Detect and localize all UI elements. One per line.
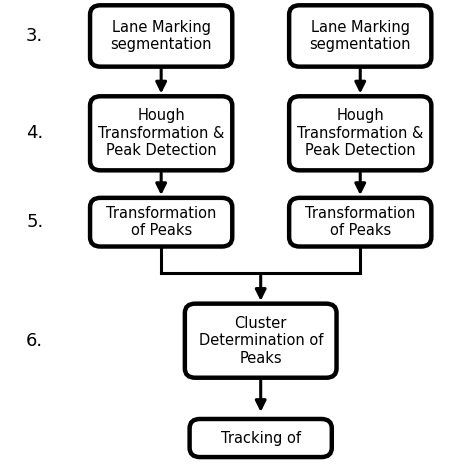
Text: 6.: 6. [26, 332, 43, 350]
Text: Lane Marking
segmentation: Lane Marking segmentation [110, 20, 212, 52]
FancyBboxPatch shape [90, 5, 232, 67]
Text: 3.: 3. [26, 27, 43, 45]
FancyBboxPatch shape [190, 419, 332, 457]
FancyBboxPatch shape [185, 304, 337, 378]
Text: 4.: 4. [26, 124, 43, 142]
FancyBboxPatch shape [289, 96, 431, 170]
Text: Hough
Transformation &
Peak Detection: Hough Transformation & Peak Detection [98, 109, 224, 158]
Text: Transformation
of Peaks: Transformation of Peaks [106, 206, 216, 238]
Text: Lane Marking
segmentation: Lane Marking segmentation [310, 20, 411, 52]
Text: Transformation
of Peaks: Transformation of Peaks [305, 206, 415, 238]
FancyBboxPatch shape [90, 198, 232, 246]
FancyBboxPatch shape [289, 198, 431, 246]
FancyBboxPatch shape [289, 5, 431, 67]
Text: Hough
Transformation &
Peak Detection: Hough Transformation & Peak Detection [297, 109, 423, 158]
Text: Tracking of: Tracking of [221, 430, 301, 446]
Text: 5.: 5. [26, 213, 43, 231]
FancyBboxPatch shape [90, 96, 232, 170]
Text: Cluster
Determination of
Peaks: Cluster Determination of Peaks [199, 316, 323, 365]
